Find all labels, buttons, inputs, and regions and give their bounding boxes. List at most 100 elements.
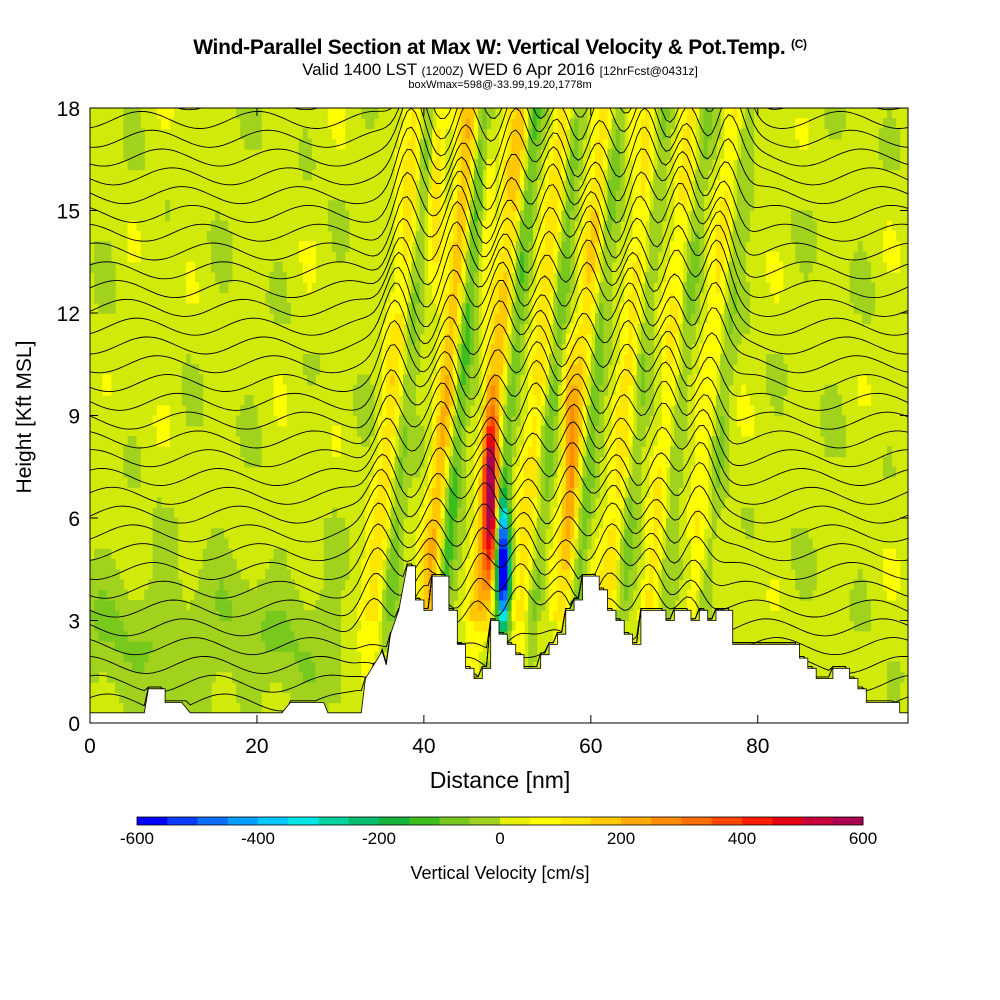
velocity-cell: [699, 138, 705, 150]
velocity-cell: [365, 108, 371, 119]
velocity-cell: [90, 559, 95, 570]
velocity-cell: [728, 374, 734, 386]
velocity-cell: [707, 374, 713, 386]
velocity-cell: [407, 231, 412, 242]
velocity-cell: [519, 169, 525, 181]
velocity-cell: [532, 620, 538, 632]
velocity-cell: [490, 600, 496, 611]
velocity-cell: [599, 323, 604, 335]
velocity-cell: [428, 528, 433, 540]
velocity-cell: [386, 395, 392, 406]
velocity-cell: [640, 200, 646, 212]
velocity-cell: [499, 272, 504, 283]
velocity-cell: [457, 518, 463, 529]
velocity-cell: [411, 415, 417, 427]
velocity-cell: [607, 108, 613, 119]
velocity-cell: [515, 282, 521, 294]
velocity-cell: [465, 600, 471, 611]
velocity-cell: [544, 466, 550, 478]
velocity-cell: [707, 138, 713, 150]
velocity-cell: [549, 559, 554, 570]
velocity-cell: [457, 415, 463, 427]
velocity-cell: [373, 610, 379, 622]
velocity-cell: [561, 518, 567, 529]
velocity-cell: [686, 149, 692, 160]
velocity-cell: [532, 446, 538, 458]
velocity-cell: [469, 364, 475, 376]
velocity-cell: [611, 559, 617, 570]
velocity-cell: [327, 661, 333, 673]
velocity-cell: [206, 641, 212, 652]
velocity-cell: [486, 589, 492, 601]
velocity-cell: [528, 518, 533, 529]
velocity-cell: [628, 251, 634, 263]
velocity-cell: [553, 456, 559, 468]
velocity-cell: [682, 190, 688, 201]
velocity-cell: [361, 395, 367, 406]
velocity-cell: [432, 149, 437, 160]
velocity-cell: [519, 497, 525, 509]
velocity-cell: [256, 651, 262, 663]
velocity-cell: [544, 272, 550, 283]
velocity-cell: [490, 497, 496, 509]
velocity-cell: [423, 108, 429, 119]
velocity-cell: [140, 620, 145, 632]
velocity-cell: [674, 190, 680, 201]
velocity-cell: [532, 179, 538, 191]
velocity-cell: [160, 579, 166, 591]
velocity-cell: [507, 610, 513, 622]
velocity-cell: [165, 641, 170, 652]
velocity-cell: [682, 354, 688, 365]
velocity-cell: [448, 323, 454, 335]
velocity-cell: [252, 661, 258, 673]
velocity-cell: [515, 507, 521, 519]
velocity-cell: [240, 128, 246, 140]
velocity-cell: [365, 589, 371, 601]
velocity-cell: [194, 702, 200, 714]
velocity-cell: [423, 589, 429, 601]
velocity-cell: [532, 630, 538, 642]
velocity-cell: [540, 190, 546, 201]
velocity-cell: [645, 559, 650, 570]
velocity-cell: [407, 190, 412, 201]
velocity-cell: [281, 313, 287, 324]
velocity-cell: [98, 661, 104, 673]
velocity-cell: [594, 569, 600, 581]
velocity-cell: [448, 261, 454, 273]
velocity-cell: [465, 405, 471, 417]
velocity-cell: [269, 559, 275, 570]
velocity-cell: [490, 456, 496, 468]
velocity-cell: [131, 477, 137, 488]
velocity-cell: [661, 395, 667, 406]
velocity-cell: [336, 241, 341, 253]
velocity-cell: [582, 210, 588, 222]
velocity-cell: [419, 179, 425, 191]
velocity-cell: [511, 436, 517, 447]
velocity-cell: [453, 282, 458, 294]
velocity-cell: [194, 620, 200, 632]
velocity-cell: [594, 343, 600, 355]
velocity-cell: [745, 282, 750, 294]
velocity-cell: [628, 569, 634, 581]
velocity-cell: [536, 579, 542, 591]
velocity-cell: [473, 661, 479, 673]
velocity-cell: [465, 651, 471, 663]
velocity-cell: [490, 415, 496, 427]
velocity-cell: [227, 261, 233, 273]
velocity-cell: [586, 518, 592, 529]
velocity-cell: [553, 108, 559, 119]
velocity-cell: [448, 364, 454, 376]
velocity-cell: [716, 302, 721, 314]
velocity-cell: [127, 661, 133, 673]
velocity-cell: [582, 323, 588, 335]
velocity-cell: [265, 661, 271, 673]
velocity-cell: [131, 630, 137, 642]
velocity-cell: [190, 620, 195, 632]
velocity-cell: [716, 477, 721, 488]
velocity-cell: [674, 179, 680, 191]
velocity-cell: [478, 477, 483, 488]
velocity-cell: [411, 179, 417, 191]
velocity-cell: [607, 436, 613, 447]
velocity-cell: [499, 302, 504, 314]
velocity-cell: [699, 272, 705, 283]
